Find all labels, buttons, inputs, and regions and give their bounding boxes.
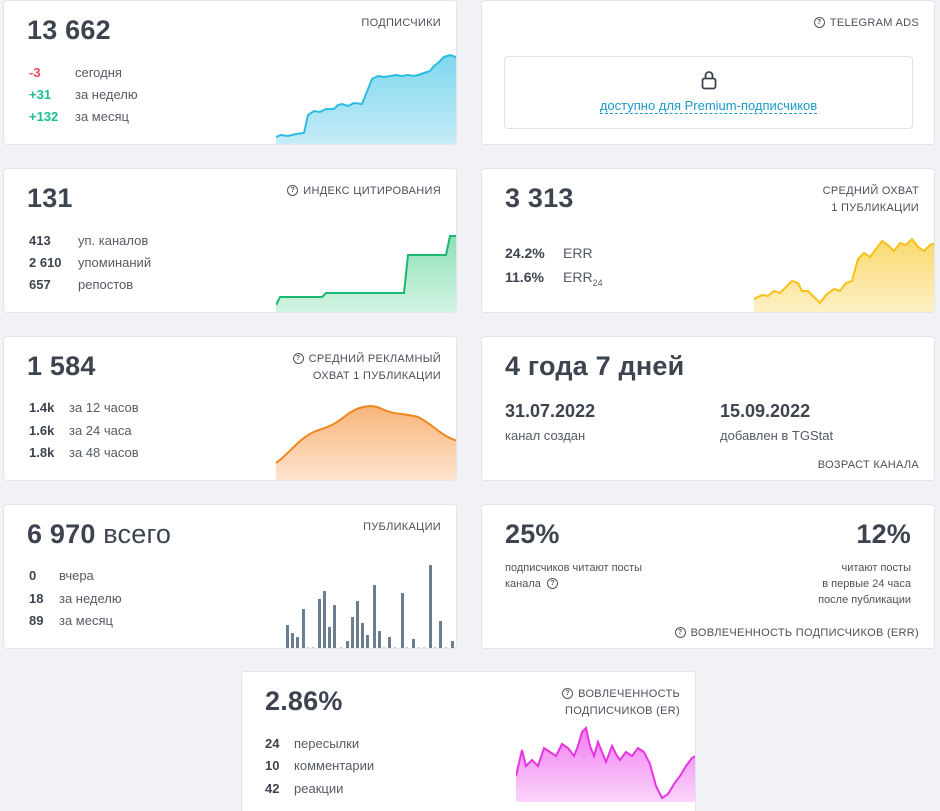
publications-chart: [286, 565, 454, 648]
subscribers-title: ПОДПИСЧИКИ: [361, 17, 441, 29]
bar: [451, 641, 454, 648]
subscribers-card[interactable]: 13 662 ПОДПИСЧИКИ -3 сегодня +31 за неделю…: [3, 0, 457, 145]
stat-row: 42 реакции: [265, 781, 344, 796]
bar: [346, 641, 349, 648]
stat-row: 24.2% ERR: [505, 245, 593, 261]
reach-chart: [754, 237, 934, 312]
ad-reach-value: 1 584: [27, 351, 96, 381]
bar: [361, 623, 364, 648]
added-date: 15.09.2022: [720, 401, 811, 421]
help-icon[interactable]: ?: [287, 184, 299, 196]
publications-value: 6 970 всего: [27, 519, 172, 549]
citation-title: ? ИНДЕКС ЦИТИРОВАНИЯ: [287, 183, 441, 200]
bar: [401, 593, 404, 648]
stat-row: 413 уп. каналов: [29, 233, 149, 248]
citation-chart: [276, 235, 456, 312]
stat-row: +132 за месяц: [29, 109, 129, 124]
created-date: 31.07.2022: [505, 401, 596, 421]
subscribers-value: 13 662: [27, 15, 111, 45]
channel-age-card[interactable]: 4 года 7 дней 31.07.2022 канал создан 15…: [481, 336, 935, 481]
err-right-value: 12%: [856, 519, 911, 549]
stat-row: 1.8k за 48 часов: [29, 445, 139, 460]
bar: [318, 599, 321, 648]
bar: [323, 591, 326, 648]
telegram-ads-card[interactable]: ? TELEGRAM ADS доступно для Premium-подпи…: [481, 0, 935, 145]
bar: [351, 617, 354, 648]
help-icon[interactable]: ?: [674, 626, 686, 638]
stat-row: 89 за месяц: [29, 613, 113, 628]
ad-reach-chart: [276, 405, 456, 480]
bar: [286, 625, 289, 648]
reach-card[interactable]: 3 313 СРЕДНИЙ ОХВАТ 1 ПУБЛИКАЦИИ 24.2% ERR…: [481, 168, 935, 313]
reach-value: 3 313: [505, 183, 574, 213]
ad-reach-card[interactable]: 1 584 ? СРЕДНИЙ РЕКЛАМНЫЙ ОХВАТ 1 ПУБЛИКАЦ…: [3, 336, 457, 481]
citation-card[interactable]: 131 ? ИНДЕКС ЦИТИРОВАНИЯ 413 уп. каналов 2…: [3, 168, 457, 313]
bar: [439, 621, 442, 648]
err-left-value: 25%: [505, 519, 560, 549]
premium-lock-box[interactable]: доступно для Premium-подписчиков: [504, 56, 913, 129]
added-label: добавлен в TGStat: [720, 428, 834, 443]
age-value: 4 года 7 дней: [505, 351, 685, 381]
bar: [291, 633, 294, 648]
ad-reach-title: ? СРЕДНИЙ РЕКЛАМНЫЙ ОХВАТ 1 ПУБЛИКАЦИИ: [292, 351, 441, 385]
err-left-text: подписчиков читают посты канала ?: [505, 562, 643, 590]
ads-title: ? TELEGRAM ADS: [813, 15, 919, 32]
bar: [373, 585, 376, 648]
bar: [388, 637, 391, 648]
help-icon[interactable]: ?: [546, 577, 558, 589]
er-card[interactable]: 2.86% ? ВОВЛЕЧЕННОСТЬ ПОДПИСЧИКОВ (ER) 24 п…: [241, 671, 696, 811]
subscribers-chart: [276, 53, 456, 144]
stat-row: 10 комментарии: [265, 758, 375, 773]
err-right-text: читают посты в первые 24 часа после публик…: [818, 562, 911, 606]
citation-value: 131: [27, 183, 73, 213]
stat-row: +31 за неделю: [29, 87, 138, 102]
bar: [333, 605, 336, 648]
stat-row: 18 за неделю: [29, 591, 122, 606]
er-chart: [516, 726, 695, 802]
stat-row: 2 610 упоминаний: [29, 255, 152, 270]
stat-row: 11.6% ERR24: [505, 269, 603, 288]
created-label: канал создан: [505, 428, 586, 443]
stat-row: 24 пересылки: [265, 736, 360, 751]
er-value: 2.86%: [265, 686, 343, 716]
stat-row: 1.4k за 12 часов: [29, 400, 139, 415]
stat-row: 657 репостов: [29, 277, 134, 292]
help-icon[interactable]: ?: [813, 16, 825, 28]
premium-link[interactable]: доступно для Premium-подписчиков: [599, 98, 818, 114]
publications-card[interactable]: 6 970 всего ПУБЛИКАЦИИ 0 вчера 18 за недел…: [3, 504, 457, 649]
err-title: ? ВОВЛЕЧЕННОСТЬ ПОДПИСЧИКОВ (ERR): [674, 625, 919, 642]
age-title: ВОЗРАСТ КАНАЛА: [817, 459, 919, 471]
err-card[interactable]: 25% подписчиков читают посты канала ? 12%…: [481, 504, 935, 649]
publications-title: ПУБЛИКАЦИИ: [363, 521, 441, 533]
stat-row: 0 вчера: [29, 568, 94, 583]
bar: [429, 565, 432, 648]
help-icon[interactable]: ?: [292, 352, 304, 364]
help-icon[interactable]: ?: [562, 687, 574, 699]
stat-row: -3 сегодня: [29, 65, 122, 80]
reach-title: СРЕДНИЙ ОХВАТ 1 ПУБЛИКАЦИИ: [822, 185, 919, 214]
bar: [302, 609, 305, 648]
lock-icon: [701, 71, 717, 90]
bar: [296, 637, 299, 648]
bar: [412, 639, 415, 648]
bar: [356, 601, 359, 648]
bar: [328, 627, 331, 648]
bar: [366, 635, 369, 648]
bar: [378, 631, 381, 648]
er-title: ? ВОВЛЕЧЕННОСТЬ ПОДПИСЧИКОВ (ER): [562, 686, 680, 720]
stat-row: 1.6k за 24 часа: [29, 423, 132, 438]
